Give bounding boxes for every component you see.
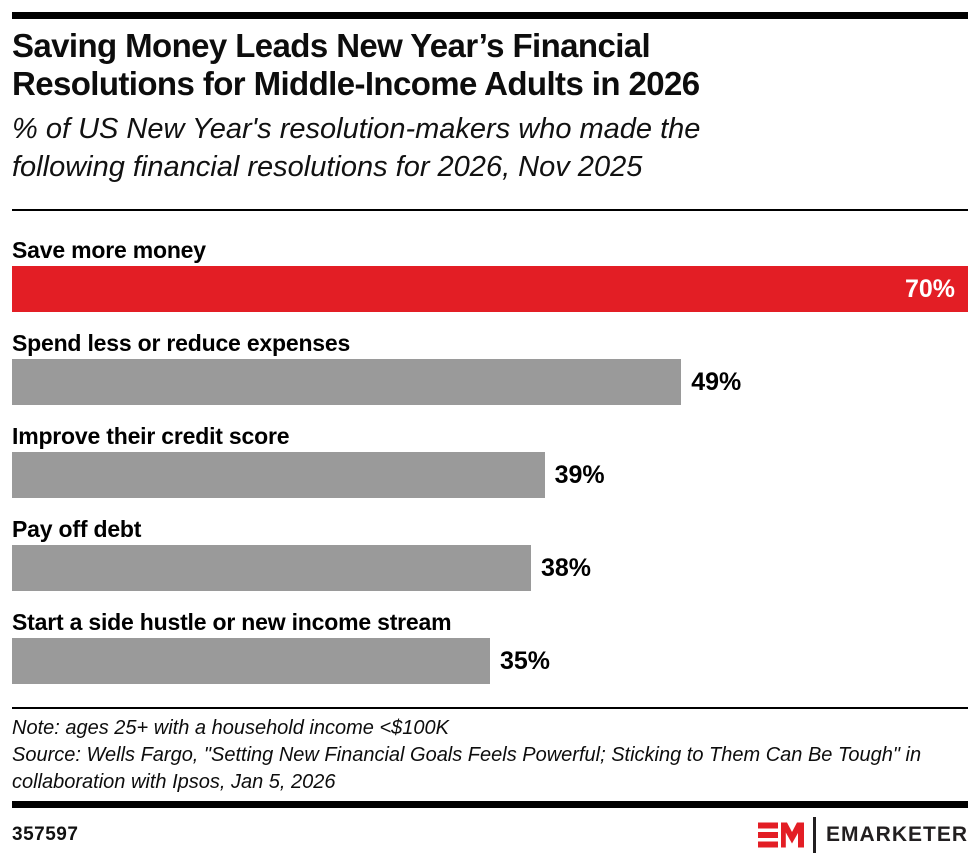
subtitle-line-2: following financial resolutions for 2026… bbox=[12, 151, 643, 183]
value-label: 35% bbox=[500, 646, 551, 675]
note-text: Note: ages 25+ with a household income <… bbox=[12, 717, 449, 739]
chart-row: Pay off debt 38% bbox=[12, 516, 968, 591]
footer-divider bbox=[12, 707, 968, 709]
brand-name: EMARKETER bbox=[825, 823, 968, 846]
category-label: Start a side hustle or new income stream bbox=[12, 609, 452, 635]
notes-block: Note: ages 25+ with a household income <… bbox=[12, 715, 968, 796]
value-label: 70% bbox=[904, 275, 955, 303]
source-text: Source: Wells Fargo, "Setting New Financ… bbox=[12, 744, 922, 793]
bar bbox=[12, 452, 545, 498]
category-label: Pay off debt bbox=[12, 516, 142, 542]
value-label: 38% bbox=[540, 553, 592, 582]
category-label: Improve their credit score bbox=[12, 423, 290, 449]
header-divider bbox=[12, 209, 968, 211]
emarketer-logo-icon bbox=[757, 822, 804, 848]
page-title: Saving Money Leads New Year’s Financial … bbox=[12, 27, 968, 103]
bar-line: 70% bbox=[12, 266, 968, 312]
bar bbox=[12, 359, 682, 405]
title-line-2: Resolutions for Middle-Income Adults in … bbox=[12, 65, 700, 102]
bar-line: 35% bbox=[12, 638, 968, 684]
bottom-rule bbox=[12, 801, 968, 808]
bar bbox=[12, 545, 531, 591]
top-rule bbox=[12, 12, 968, 19]
title-line-1: Saving Money Leads New Year’s Financial bbox=[12, 27, 651, 64]
chart-id: 357597 bbox=[12, 824, 79, 845]
value-label: 39% bbox=[554, 460, 605, 489]
bar-chart: Save more money 70% Spend less or reduce e… bbox=[12, 237, 968, 684]
brand-logo: EMARKETER bbox=[757, 817, 968, 853]
footer-bar: 357597 EMARKETER bbox=[12, 817, 968, 853]
bar: 70% bbox=[12, 266, 968, 312]
bar-line: 38% bbox=[12, 545, 968, 591]
category-label: Spend less or reduce expenses bbox=[12, 330, 351, 356]
chart-row: Spend less or reduce expenses 49% bbox=[12, 330, 968, 405]
category-label: Save more money bbox=[12, 237, 206, 263]
bar-line: 39% bbox=[12, 452, 968, 498]
bar-line: 49% bbox=[12, 359, 968, 405]
chart-subtitle: % of US New Year's resolution-makers who… bbox=[12, 110, 968, 186]
logo-divider bbox=[812, 817, 816, 853]
subtitle-line-1: % of US New Year's resolution-makers who… bbox=[12, 113, 701, 145]
chart-row: Improve their credit score 39% bbox=[12, 423, 968, 498]
bar bbox=[12, 638, 490, 684]
chart-row: Save more money 70% bbox=[12, 237, 968, 312]
chart-row: Start a side hustle or new income stream… bbox=[12, 609, 968, 684]
value-label: 49% bbox=[691, 367, 742, 396]
